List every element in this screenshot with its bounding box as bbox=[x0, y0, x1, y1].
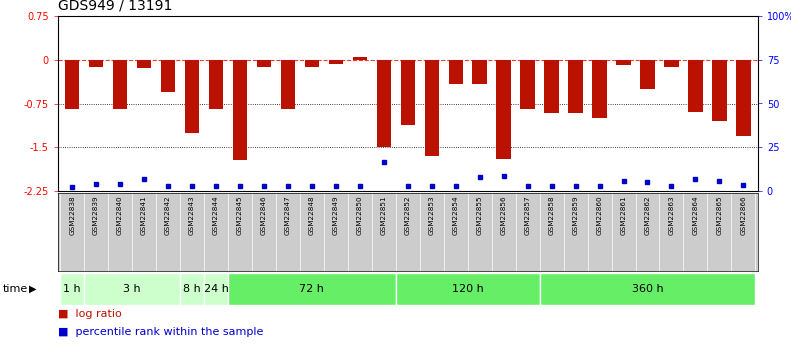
Bar bbox=[233, 59, 247, 160]
Text: GSM22858: GSM22858 bbox=[549, 196, 554, 235]
Text: GSM22839: GSM22839 bbox=[93, 196, 99, 235]
Bar bbox=[640, 59, 655, 89]
Bar bbox=[89, 59, 104, 67]
Bar bbox=[257, 59, 271, 67]
Text: GSM22862: GSM22862 bbox=[645, 196, 650, 235]
Text: GSM22852: GSM22852 bbox=[405, 196, 411, 235]
Text: GSM22838: GSM22838 bbox=[69, 196, 75, 235]
Bar bbox=[377, 59, 391, 148]
Text: ■  log ratio: ■ log ratio bbox=[58, 309, 122, 319]
Text: GSM22865: GSM22865 bbox=[717, 196, 722, 235]
Text: ■  percentile rank within the sample: ■ percentile rank within the sample bbox=[58, 327, 263, 337]
Bar bbox=[281, 59, 295, 109]
FancyBboxPatch shape bbox=[180, 273, 204, 305]
Text: GSM22847: GSM22847 bbox=[285, 196, 291, 235]
Bar bbox=[592, 59, 607, 118]
Text: 120 h: 120 h bbox=[452, 284, 483, 294]
Bar bbox=[616, 59, 630, 66]
FancyBboxPatch shape bbox=[539, 273, 755, 305]
Text: GSM22859: GSM22859 bbox=[573, 196, 578, 235]
Text: 24 h: 24 h bbox=[203, 284, 229, 294]
FancyBboxPatch shape bbox=[60, 273, 84, 305]
Bar bbox=[113, 59, 127, 109]
Text: GSM22863: GSM22863 bbox=[668, 196, 675, 235]
Bar bbox=[425, 59, 439, 156]
Bar bbox=[664, 59, 679, 67]
Text: GSM22843: GSM22843 bbox=[189, 196, 195, 235]
Bar bbox=[736, 59, 751, 136]
Text: 360 h: 360 h bbox=[632, 284, 664, 294]
Text: GSM22842: GSM22842 bbox=[165, 196, 171, 235]
Text: GSM22844: GSM22844 bbox=[213, 196, 219, 235]
Text: GSM22853: GSM22853 bbox=[429, 196, 435, 235]
FancyBboxPatch shape bbox=[204, 273, 228, 305]
Text: GSM22854: GSM22854 bbox=[452, 196, 459, 235]
Text: GSM22848: GSM22848 bbox=[308, 196, 315, 235]
Bar bbox=[448, 59, 463, 84]
Bar bbox=[65, 59, 79, 109]
Text: 1 h: 1 h bbox=[63, 284, 81, 294]
Text: 72 h: 72 h bbox=[300, 284, 324, 294]
Bar bbox=[328, 59, 343, 64]
Text: GSM22850: GSM22850 bbox=[357, 196, 363, 235]
Bar bbox=[472, 59, 487, 84]
Bar bbox=[137, 59, 151, 68]
Bar bbox=[688, 59, 702, 112]
Text: GSM22856: GSM22856 bbox=[501, 196, 507, 235]
Text: 3 h: 3 h bbox=[123, 284, 141, 294]
FancyBboxPatch shape bbox=[228, 273, 396, 305]
Bar bbox=[569, 59, 583, 114]
Text: ▶: ▶ bbox=[29, 284, 36, 294]
Bar bbox=[520, 59, 535, 109]
Bar bbox=[209, 59, 223, 109]
Bar bbox=[544, 59, 558, 114]
Text: GSM22857: GSM22857 bbox=[524, 196, 531, 235]
Text: GSM22840: GSM22840 bbox=[117, 196, 123, 235]
Text: GSM22846: GSM22846 bbox=[261, 196, 267, 235]
Text: GSM22855: GSM22855 bbox=[477, 196, 483, 235]
Text: GDS949 / 13191: GDS949 / 13191 bbox=[58, 0, 172, 13]
Text: GSM22849: GSM22849 bbox=[333, 196, 339, 235]
Bar bbox=[353, 57, 367, 59]
Text: 8 h: 8 h bbox=[184, 284, 201, 294]
Bar bbox=[305, 59, 319, 67]
Text: GSM22845: GSM22845 bbox=[237, 196, 243, 235]
FancyBboxPatch shape bbox=[396, 273, 539, 305]
Text: GSM22864: GSM22864 bbox=[692, 196, 698, 235]
Bar bbox=[161, 59, 176, 92]
Text: GSM22866: GSM22866 bbox=[740, 196, 747, 235]
Text: GSM22841: GSM22841 bbox=[141, 196, 147, 235]
Text: time: time bbox=[3, 284, 28, 294]
Bar bbox=[712, 59, 727, 121]
Bar bbox=[497, 59, 511, 159]
Text: GSM22860: GSM22860 bbox=[596, 196, 603, 235]
Bar bbox=[400, 59, 415, 125]
Bar bbox=[185, 59, 199, 133]
Text: GSM22851: GSM22851 bbox=[380, 196, 387, 235]
FancyBboxPatch shape bbox=[84, 273, 180, 305]
Text: GSM22861: GSM22861 bbox=[620, 196, 626, 235]
